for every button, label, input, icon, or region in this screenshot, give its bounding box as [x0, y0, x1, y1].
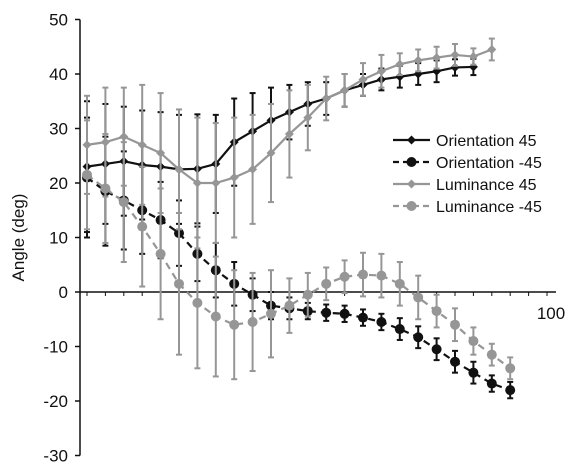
data-point: [395, 59, 405, 69]
y-tick-label: 30: [49, 120, 68, 139]
y-tick-label: 0: [59, 283, 68, 302]
legend-item-3: Luminance -45: [393, 199, 542, 216]
series-line: [86, 176, 511, 392]
data-point: [394, 324, 405, 335]
data-point: [284, 300, 295, 311]
data-point: [376, 270, 387, 281]
series-layer: [82, 37, 516, 400]
data-point: [450, 319, 460, 330]
data-point: [431, 306, 442, 317]
series-line: [86, 65, 474, 171]
data-point: [100, 183, 111, 194]
data-point: [413, 55, 423, 65]
data-point: [266, 308, 276, 319]
y-tick-label: 50: [49, 11, 68, 30]
data-point: [505, 385, 516, 396]
legend-label: Luminance -45: [436, 199, 542, 216]
data-point: [210, 311, 221, 322]
data-point: [450, 356, 460, 367]
data-point: [468, 367, 479, 378]
data-point: [376, 316, 387, 327]
data-point: [266, 148, 276, 158]
data-point: [339, 308, 350, 319]
data-point: [192, 178, 202, 188]
legend-label: Orientation 45: [436, 133, 537, 150]
data-point: [137, 140, 147, 150]
data-point: [358, 269, 368, 280]
data-point: [413, 332, 424, 343]
x-tick-label: 100: [537, 304, 565, 323]
data-point: [155, 248, 166, 259]
data-point: [156, 148, 166, 158]
data-point: [413, 292, 424, 303]
y-tick-label: 40: [49, 65, 68, 84]
data-point: [211, 178, 221, 188]
y-tick-label: -10: [43, 338, 68, 357]
data-point: [505, 363, 516, 374]
data-point: [137, 221, 148, 232]
legend-label: Orientation -45: [436, 155, 542, 172]
data-point: [119, 132, 129, 142]
data-point: [358, 312, 368, 323]
data-point: [468, 336, 479, 347]
data-point: [486, 378, 497, 389]
legend-label: Luminance 45: [436, 177, 537, 194]
data-point: [247, 316, 258, 327]
data-point: [376, 66, 386, 76]
legend-item-0: Orientation 45: [393, 133, 537, 150]
y-tick-label: -30: [43, 447, 68, 465]
data-point: [118, 197, 129, 208]
series-3: [82, 119, 516, 381]
y-tick-label: -20: [43, 392, 68, 411]
data-point: [486, 349, 497, 360]
data-point: [82, 169, 92, 180]
legend-swatch-marker: [407, 135, 416, 145]
data-point: [229, 173, 239, 183]
data-point: [302, 289, 313, 300]
data-point: [174, 278, 184, 289]
data-point: [450, 50, 460, 60]
legend: Orientation 45 Orientation -45 Luminance 4…: [393, 133, 542, 216]
data-point: [487, 44, 497, 54]
legend-swatch-marker: [406, 201, 417, 211]
data-point: [192, 297, 203, 308]
y-tick-label: 10: [49, 229, 68, 248]
data-point: [174, 164, 184, 174]
data-point: [284, 129, 294, 139]
data-point: [303, 113, 313, 123]
legend-item-1: Orientation -45: [393, 155, 542, 172]
legend-swatch-marker: [406, 157, 417, 167]
y-axis-title: Angle (deg): [9, 194, 28, 282]
y-tick-label: 20: [49, 174, 68, 193]
data-point: [321, 94, 331, 104]
data-point: [394, 278, 405, 289]
data-point: [431, 344, 442, 355]
data-point: [339, 271, 350, 282]
data-point: [340, 85, 350, 95]
data-point: [468, 52, 478, 62]
data-point: [248, 164, 258, 174]
data-point: [321, 307, 332, 318]
data-point: [229, 319, 240, 330]
legend-item-2: Luminance 45: [393, 177, 537, 194]
legend-swatch-marker: [407, 179, 416, 189]
data-point: [358, 74, 368, 84]
data-point: [321, 278, 332, 289]
data-point: [432, 53, 442, 63]
